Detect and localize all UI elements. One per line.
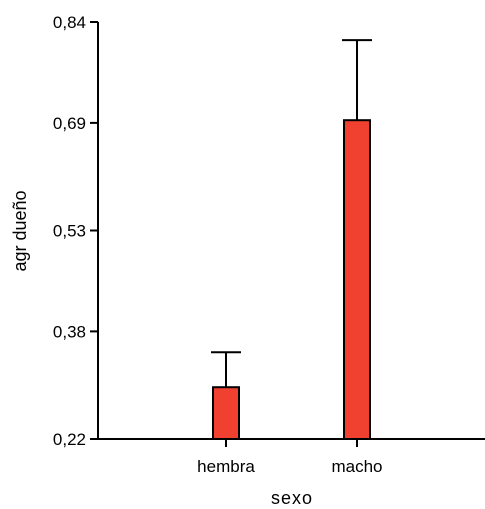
x-tick-label-hembra: hembra <box>197 457 255 476</box>
x-axis-title: sexo <box>271 488 313 508</box>
bar-hembra <box>212 386 240 441</box>
y-tick-label: 0,84 <box>53 13 86 32</box>
y-tick-label: 0,53 <box>53 222 86 241</box>
bars <box>212 119 371 441</box>
y-tick-label: 0,22 <box>53 430 86 449</box>
y-axis-ticks: 0,22 0,38 0,53 0,69 0,84 <box>53 13 98 449</box>
y-axis-title: agr dueño <box>10 190 30 271</box>
x-axis-ticks: hembra macho <box>197 439 383 476</box>
bar-macho <box>343 119 371 440</box>
y-tick-label: 0,69 <box>53 114 86 133</box>
x-tick-label-macho: macho <box>331 457 382 476</box>
y-tick-label: 0,38 <box>53 322 86 341</box>
error-bars <box>211 39 372 388</box>
